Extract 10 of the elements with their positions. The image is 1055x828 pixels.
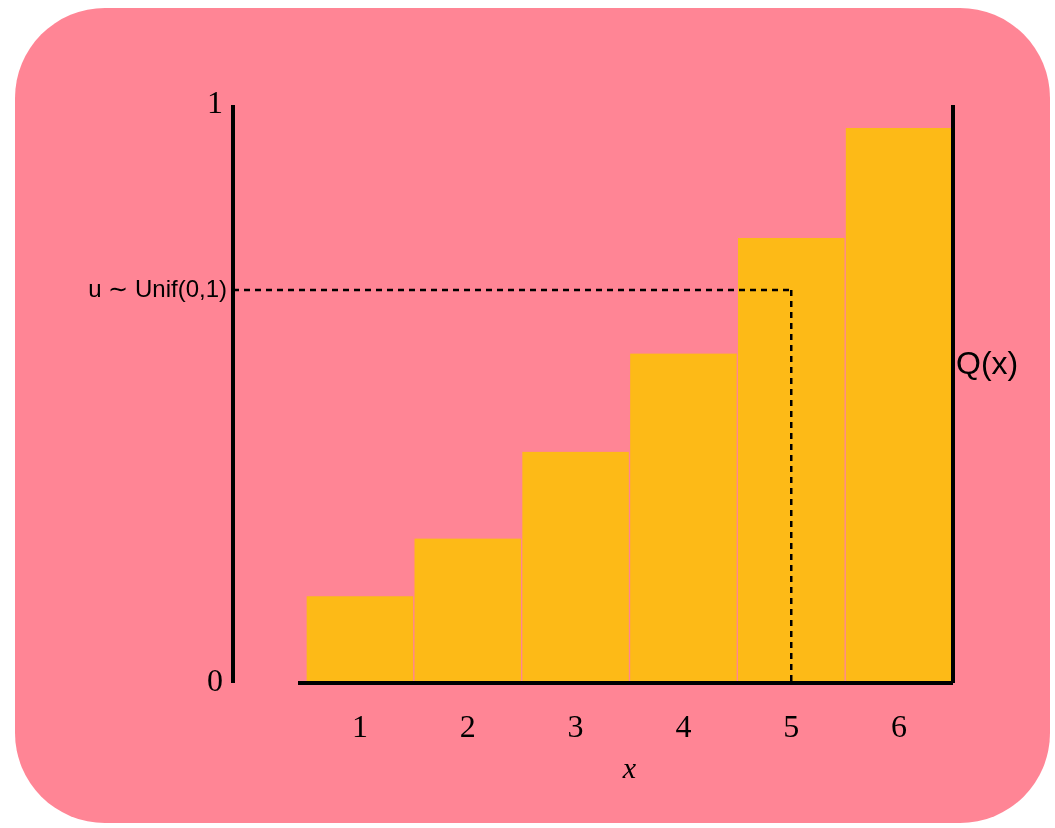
y-tick-label: 0 (207, 662, 223, 699)
y2-axis-title: Q(x) (956, 344, 1019, 381)
x-tick-label: 2 (459, 708, 476, 745)
x-tick-label: 3 (567, 708, 584, 745)
x-tick-label: 4 (675, 708, 692, 745)
x-tick-label: 5 (783, 708, 800, 745)
ref-line-label: u ∼ Unif(0,1) (88, 274, 227, 302)
x-axis-title: x (621, 750, 637, 784)
x-tick-label: 6 (891, 708, 908, 745)
x-tick-label: 1 (351, 708, 368, 745)
